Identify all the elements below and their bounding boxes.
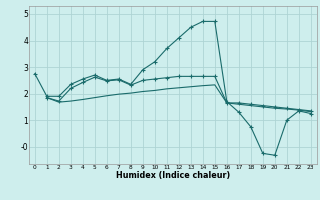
X-axis label: Humidex (Indice chaleur): Humidex (Indice chaleur) <box>116 171 230 180</box>
